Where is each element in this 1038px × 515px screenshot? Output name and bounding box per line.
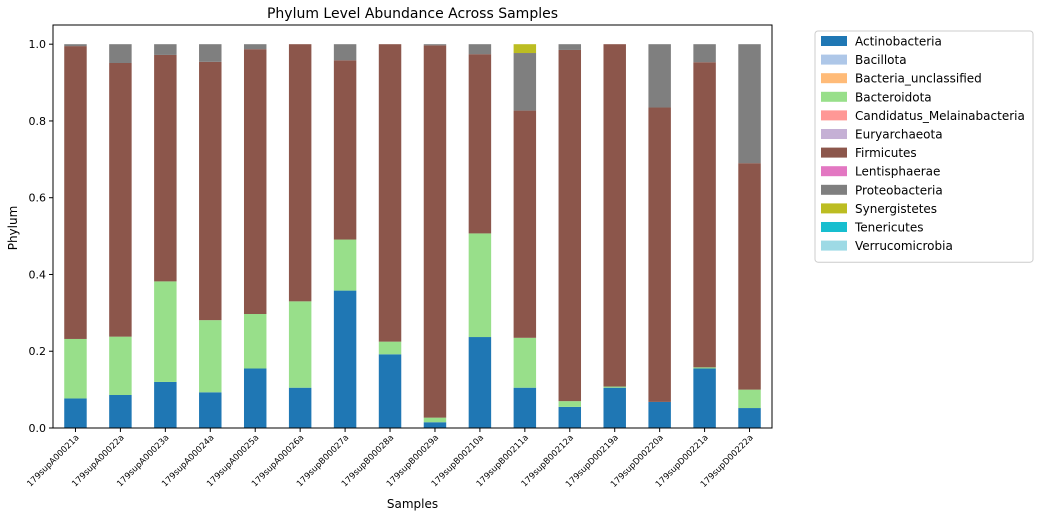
legend-swatch bbox=[821, 147, 847, 158]
bar-segment-bacteroidota-8 bbox=[423, 417, 447, 423]
legend-swatch bbox=[821, 129, 847, 139]
bar-segment-actinobacteria-5 bbox=[288, 387, 312, 428]
legend-swatch bbox=[821, 184, 847, 195]
bar-segment-proteobacteria-8 bbox=[423, 44, 447, 46]
legend-entry-label: Euryarchaeota bbox=[855, 128, 943, 142]
legend-entry-label: Tenericutes bbox=[854, 221, 923, 235]
bar-segment-bacteroidota-1 bbox=[109, 336, 132, 395]
bar-segment-actinobacteria-2 bbox=[154, 381, 177, 428]
legend-swatch bbox=[821, 36, 847, 46]
bar-segment-proteobacteria-9 bbox=[468, 44, 492, 55]
bar-segment-bacteroidota-7 bbox=[378, 341, 402, 355]
bar-segment-actinobacteria-1 bbox=[109, 394, 132, 428]
bar-segment-firmicutes-3 bbox=[199, 61, 222, 321]
bar-segment-firmicutes-15 bbox=[738, 163, 761, 390]
legend-entry-label: Bacteroidota bbox=[855, 90, 932, 104]
legend-entry-label: Bacillota bbox=[855, 53, 907, 67]
bar-segment-proteobacteria-13 bbox=[648, 44, 671, 108]
legend-swatch bbox=[821, 54, 847, 65]
chart-title: Phylum Level Abundance Across Samples bbox=[267, 6, 558, 22]
legend-swatch bbox=[821, 222, 847, 232]
bar-segment-proteobacteria-0 bbox=[64, 44, 87, 47]
bar-segment-proteobacteria-6 bbox=[333, 44, 357, 61]
bar-segment-bacteroidota-14 bbox=[693, 367, 716, 369]
bar-segment-actinobacteria-4 bbox=[243, 368, 267, 428]
legend-swatch bbox=[821, 91, 847, 102]
bar-segment-proteobacteria-11 bbox=[558, 44, 582, 50]
bar-segment-firmicutes-5 bbox=[288, 44, 312, 302]
y-tick-label: 0.0 bbox=[29, 422, 47, 435]
plot-area bbox=[64, 44, 761, 428]
bar-segment-firmicutes-8 bbox=[423, 45, 447, 418]
legend-entry-label: Bacteria_unclassified bbox=[855, 72, 982, 86]
legend-swatch bbox=[821, 110, 847, 121]
bar-segment-firmicutes-9 bbox=[468, 54, 492, 234]
legend-swatch bbox=[821, 166, 847, 177]
bar-segment-actinobacteria-11 bbox=[558, 406, 582, 428]
y-tick-label: 0.8 bbox=[29, 115, 47, 128]
bar-segment-actinobacteria-14 bbox=[693, 368, 716, 428]
bar-segment-firmicutes-13 bbox=[648, 107, 671, 402]
legend-swatch bbox=[821, 240, 847, 251]
bar-segment-bacteroidota-10 bbox=[513, 337, 537, 388]
x-axis-label: Samples bbox=[387, 497, 438, 511]
legend-entry-label: Actinobacteria bbox=[855, 35, 942, 49]
bar-segment-actinobacteria-10 bbox=[513, 387, 537, 428]
bar-segment-proteobacteria-15 bbox=[738, 44, 761, 164]
legend-entry-label: Firmicutes bbox=[855, 146, 917, 160]
bar-segment-bacteroidota-2 bbox=[154, 281, 177, 382]
bar-segment-bacteroidota-3 bbox=[199, 320, 222, 393]
legend: Actinobacteria Bacillota Bacteria_unclassi… bbox=[814, 30, 1034, 263]
bar-segment-bacteroidota-11 bbox=[558, 401, 582, 407]
legend-frame bbox=[814, 30, 1034, 263]
bar-segment-bacteroidota-6 bbox=[333, 239, 357, 291]
bar-segment-proteobacteria-10 bbox=[513, 53, 537, 111]
bar-segment-firmicutes-4 bbox=[243, 49, 267, 315]
bar-segment-actinobacteria-12 bbox=[603, 387, 626, 428]
bar-segment-firmicutes-7 bbox=[378, 44, 402, 342]
y-tick-label: 0.2 bbox=[29, 345, 47, 358]
bar-segment-proteobacteria-14 bbox=[693, 44, 716, 63]
bar-segment-proteobacteria-3 bbox=[199, 44, 222, 62]
bar-segment-actinobacteria-8 bbox=[423, 422, 447, 428]
plot-frame bbox=[52, 24, 773, 429]
legend-entry-label: Verrucomicrobia bbox=[855, 239, 953, 253]
y-axis-label: Phylum bbox=[6, 206, 20, 251]
bar-segment-bacteroidota-15 bbox=[738, 389, 761, 409]
legend-entry-label: Lentisphaerae bbox=[855, 165, 940, 179]
bar-segment-actinobacteria-6 bbox=[333, 290, 357, 428]
y-tick-label: 0.6 bbox=[29, 192, 47, 205]
bar-segment-actinobacteria-7 bbox=[378, 354, 402, 428]
bar-segment-synergistetes-10 bbox=[513, 44, 537, 54]
bar-segment-firmicutes-0 bbox=[64, 46, 87, 339]
bar-segment-proteobacteria-2 bbox=[154, 44, 177, 55]
bar-segment-actinobacteria-3 bbox=[199, 392, 222, 428]
y-tick-label: 1.0 bbox=[29, 38, 47, 51]
bar-segment-actinobacteria-15 bbox=[738, 408, 761, 428]
bar-segment-actinobacteria-13 bbox=[648, 401, 671, 428]
bar-segment-proteobacteria-4 bbox=[243, 44, 267, 50]
legend-entry-label: Proteobacteria bbox=[855, 183, 943, 197]
legend-entry-label: Candidatus_Melainabacteria bbox=[855, 109, 1025, 123]
bar-segment-firmicutes-10 bbox=[513, 110, 537, 338]
bar-segment-bacteroidota-0 bbox=[64, 338, 87, 399]
bar-segment-proteobacteria-1 bbox=[109, 44, 132, 63]
bar-segment-bacteroidota-5 bbox=[288, 301, 312, 388]
bar-segment-bacteroidota-9 bbox=[468, 233, 492, 338]
bar-segment-firmicutes-2 bbox=[154, 54, 177, 282]
legend-entry-label: Synergistetes bbox=[855, 202, 937, 216]
bar-segment-firmicutes-1 bbox=[109, 62, 132, 337]
bar-segment-firmicutes-11 bbox=[558, 49, 582, 402]
bar-segment-actinobacteria-0 bbox=[64, 398, 87, 428]
y-tick-label: 0.4 bbox=[29, 268, 47, 281]
bar-segment-firmicutes-12 bbox=[603, 44, 626, 387]
bar-segment-bacteroidota-4 bbox=[243, 314, 267, 369]
bar-segment-firmicutes-6 bbox=[333, 60, 357, 240]
bar-segment-actinobacteria-9 bbox=[468, 337, 492, 428]
legend-swatch bbox=[821, 73, 847, 84]
legend-swatch bbox=[821, 203, 847, 214]
bar-segment-bacteroidota-12 bbox=[603, 386, 626, 388]
bar-segment-firmicutes-14 bbox=[693, 62, 716, 368]
